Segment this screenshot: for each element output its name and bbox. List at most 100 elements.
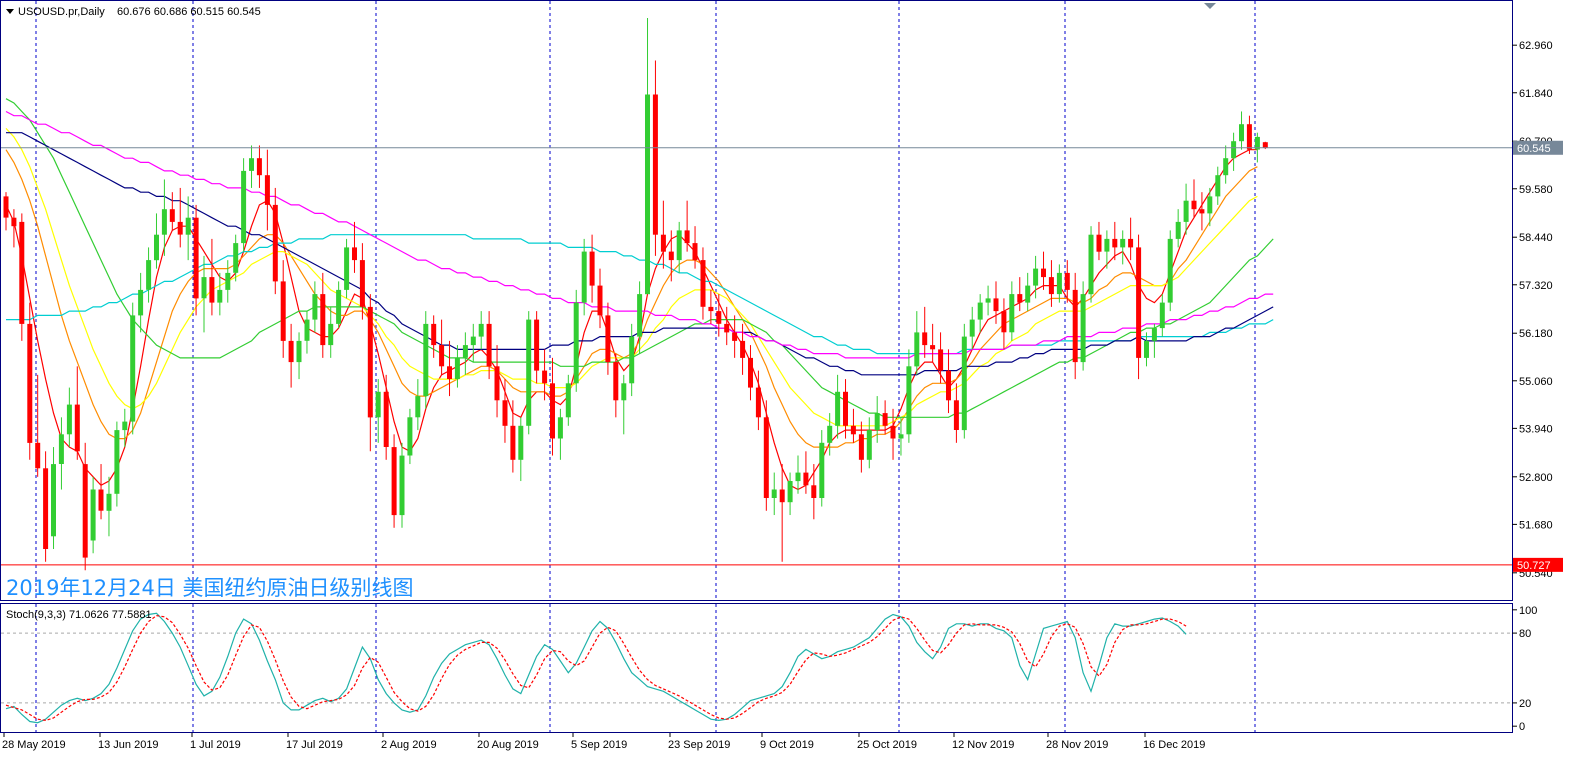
candle — [1215, 166, 1221, 205]
candle — [494, 345, 500, 418]
collapse-triangle-icon[interactable] — [6, 9, 14, 14]
candle — [1088, 226, 1094, 303]
candle — [953, 383, 959, 443]
stoch-panel[interactable] — [0, 603, 1513, 733]
candle — [1041, 251, 1046, 290]
candle — [795, 455, 801, 494]
candle — [645, 17, 650, 295]
candle — [249, 145, 254, 188]
candle — [344, 238, 350, 299]
candle — [660, 200, 666, 269]
candle — [755, 370, 761, 431]
candle — [272, 187, 278, 295]
candle — [550, 357, 555, 456]
candle — [462, 332, 468, 375]
candle — [811, 464, 817, 520]
candle — [771, 472, 777, 516]
candle — [946, 349, 951, 414]
x-tick-label: 25 Oct 2019 — [857, 739, 917, 751]
candle — [19, 213, 25, 341]
candle — [328, 306, 334, 358]
candle — [1064, 260, 1070, 303]
x-tick-label: 28 May 2019 — [2, 739, 66, 751]
candle — [146, 247, 152, 303]
candle — [573, 289, 579, 392]
candle — [1183, 183, 1189, 235]
candle — [565, 374, 571, 426]
y-tick-label: 56.180 — [1519, 328, 1553, 340]
candle — [415, 379, 421, 431]
candle — [1159, 294, 1165, 337]
x-tick-label: 1 Jul 2019 — [190, 739, 241, 751]
current-price-label-bg — [1513, 140, 1563, 155]
candle — [193, 204, 199, 316]
y-tick-label: 52.800 — [1519, 472, 1553, 484]
candle — [700, 247, 706, 320]
candle — [518, 417, 524, 482]
x-tick-label: 9 Oct 2019 — [760, 739, 814, 751]
x-tick-label: 13 Jun 2019 — [98, 739, 159, 751]
y-tick-label: 57.320 — [1519, 280, 1553, 292]
candle — [391, 434, 397, 528]
ohlc-values: 60.676 60.686 60.515 60.545 — [117, 6, 261, 18]
candle — [288, 323, 294, 388]
candle — [502, 379, 508, 443]
moving-average-line — [6, 234, 1274, 355]
candle — [375, 379, 381, 443]
candle — [787, 472, 793, 516]
candle — [35, 374, 41, 477]
stoch-lines — [5, 612, 1187, 724]
candle — [478, 311, 484, 350]
candle — [803, 451, 809, 494]
candle — [1009, 281, 1015, 341]
candle — [835, 374, 841, 439]
candle — [652, 60, 658, 256]
candle — [985, 285, 991, 316]
candle — [961, 323, 967, 439]
candle — [724, 306, 730, 346]
shift-marker-icon[interactable] — [1204, 3, 1216, 9]
candle — [352, 221, 357, 273]
candle — [534, 311, 540, 384]
price-panel[interactable] — [0, 0, 1513, 601]
candle — [581, 238, 587, 316]
candle — [1056, 264, 1062, 303]
symbol-label: USOUSD.pr,Daily — [18, 6, 105, 18]
candle — [977, 294, 983, 333]
candle — [43, 451, 49, 562]
candle — [154, 213, 159, 269]
y-tick-label: 59.580 — [1519, 184, 1553, 196]
candle — [407, 408, 413, 465]
candle — [367, 294, 373, 452]
candle — [209, 238, 215, 316]
candle — [1136, 234, 1142, 380]
candle — [280, 260, 286, 358]
candle — [161, 179, 167, 256]
candle — [605, 302, 611, 375]
candle — [1199, 192, 1205, 231]
candle — [138, 272, 144, 333]
x-tick-label: 23 Sep 2019 — [668, 739, 730, 751]
candle — [1025, 272, 1031, 312]
candle — [1001, 298, 1007, 350]
stoch-tick-label: 80 — [1519, 628, 1531, 640]
chart-annotation: 2019年12月24日 美国纽约原油日级别线图 — [6, 576, 414, 600]
stoch-signal-line — [5, 614, 1187, 722]
stoch-tick-label: 0 — [1519, 721, 1525, 733]
stoch-axis: 100 80 20 0 — [1512, 605, 1537, 733]
candle — [930, 323, 936, 363]
candle — [732, 315, 738, 358]
x-tick-label: 12 Nov 2019 — [952, 739, 1014, 751]
candle — [201, 255, 207, 333]
candle — [320, 272, 326, 358]
candle — [312, 281, 318, 333]
candle — [922, 306, 928, 358]
candle — [621, 374, 627, 435]
candle — [27, 302, 33, 460]
stoch-tick-label: 100 — [1519, 605, 1537, 617]
candle — [882, 400, 888, 435]
candle — [58, 417, 64, 490]
candle — [969, 306, 975, 350]
candle — [3, 192, 9, 231]
